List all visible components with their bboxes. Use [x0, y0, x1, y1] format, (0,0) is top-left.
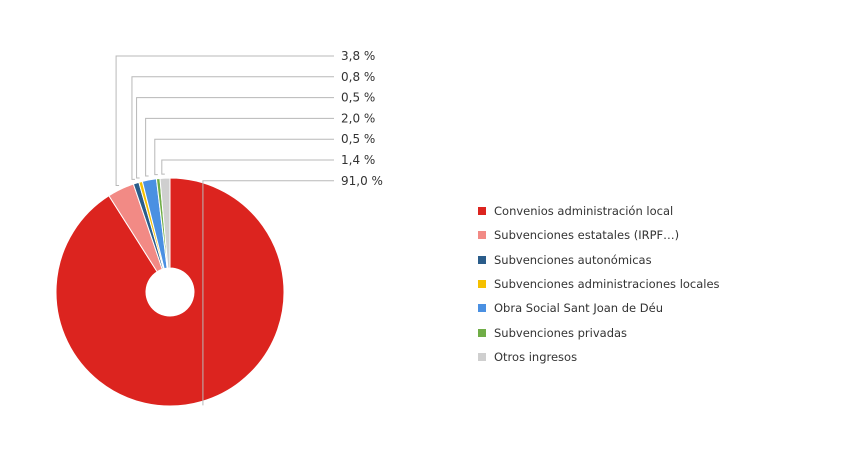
data-label-subvenciones-administraciones-locales: 0,5 %: [341, 91, 375, 105]
legend-swatch: [478, 231, 486, 240]
leader-line-subvenciones-privadas: [154, 138, 334, 176]
pie-slice-otros-ingresos[interactable]: [159, 177, 171, 269]
legend-label: Otros ingresos: [494, 349, 578, 364]
legend-swatch: [478, 304, 486, 313]
legend-item-subvenciones-privadas[interactable]: Subvenciones privadas: [478, 320, 720, 344]
data-label-subvenciones-autonomicas: 0,8 %: [341, 70, 375, 84]
legend-label: Convenios administración local: [494, 204, 674, 219]
legend: Convenios administración local Subvencion…: [478, 199, 720, 369]
leader-line-subvenciones-autonomicas: [131, 76, 334, 180]
data-label-otros-ingresos: 1,4 %: [341, 153, 375, 167]
data-label-subvenciones-privadas: 0,5 %: [341, 132, 375, 146]
leader-line-subvenciones-estatales-irpf: [115, 55, 334, 187]
legend-label: Subvenciones administraciones locales: [494, 277, 720, 292]
legend-label: Obra Social Sant Joan de Déu: [494, 301, 664, 316]
pie-slices: [55, 177, 285, 407]
legend-item-subvenciones-administraciones-locales[interactable]: Subvenciones administraciones locales: [478, 272, 720, 296]
legend-item-subvenciones-autonomicas[interactable]: Subvenciones autonómicas: [478, 248, 720, 272]
leader-line-obra-social-sant-joan-de-deu: [145, 117, 334, 177]
legend-swatch: [478, 352, 486, 361]
data-label-convenios-administracion-local: 91,0 %: [341, 174, 383, 188]
legend-swatch: [478, 280, 486, 289]
data-label-subvenciones-estatales-irpf: 3,8 %: [341, 49, 375, 63]
legend-label: Subvenciones estatales (IRPF…): [494, 228, 680, 243]
legend-item-subvenciones-estatales-irpf[interactable]: Subvenciones estatales (IRPF…): [478, 223, 720, 247]
leader-lines: [115, 55, 334, 406]
data-label-obra-social-sant-joan-de-deu: 2,0 %: [341, 111, 375, 125]
data-labels: 3,8 % 0,8 % 0,5 % 2,0 % 0,5 % 1,4 % 91,0 %: [341, 49, 383, 188]
leader-line-subvenciones-administraciones-locales: [136, 97, 334, 179]
leader-line-otros-ingresos: [161, 159, 334, 175]
pie-slice-convenios-administracion-local[interactable]: [55, 177, 285, 407]
legend-item-obra-social-sant-joan-de-deu[interactable]: Obra Social Sant Joan de Déu: [478, 296, 720, 320]
legend-label: Subvenciones autonómicas: [494, 252, 652, 267]
legend-item-convenios-administracion-local[interactable]: Convenios administración local: [478, 199, 720, 223]
legend-swatch: [478, 207, 486, 216]
legend-swatch: [478, 255, 486, 264]
leader-line-convenios-administracion-local: [202, 180, 334, 406]
legend-swatch: [478, 328, 486, 337]
legend-label: Subvenciones privadas: [494, 325, 628, 340]
legend-item-otros-ingresos[interactable]: Otros ingresos: [478, 345, 720, 369]
